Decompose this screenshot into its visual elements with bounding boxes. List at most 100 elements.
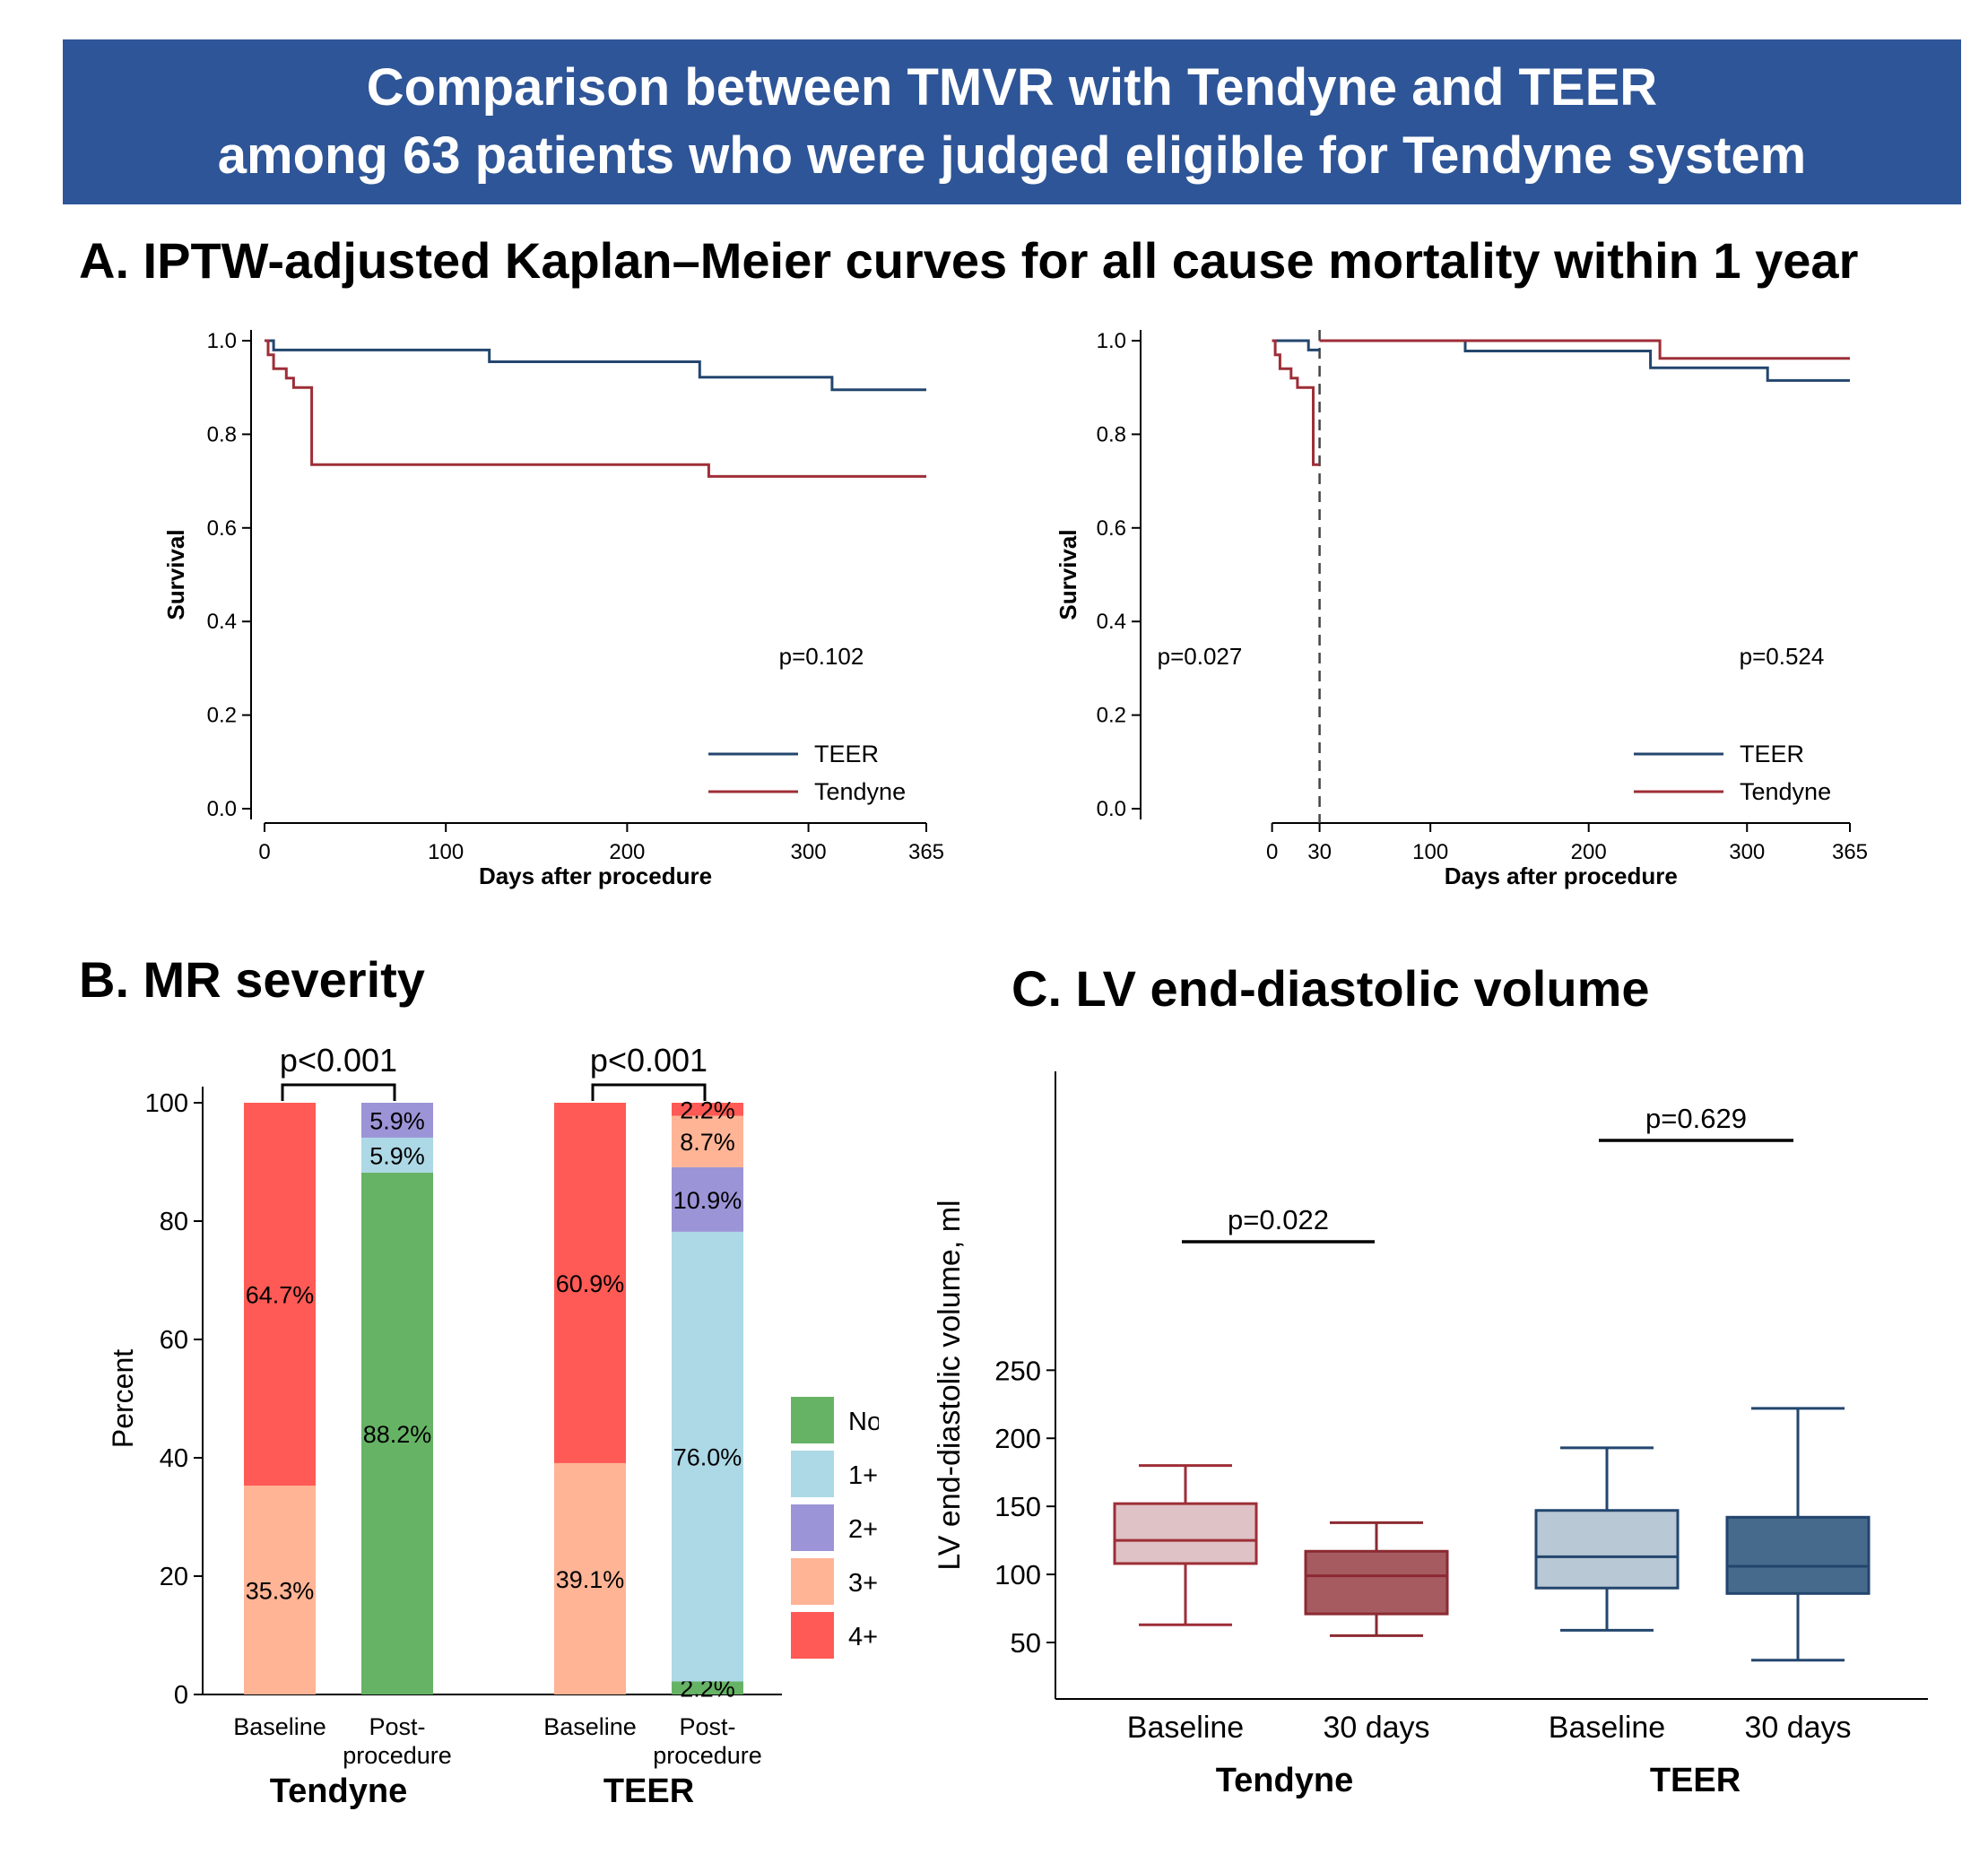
- bar-value-label: 76.0%: [673, 1444, 742, 1471]
- y-tick-label: 100: [145, 1089, 188, 1118]
- y-tick-label: 1.0: [207, 329, 237, 353]
- bar-segment-2+: [361, 1103, 433, 1138]
- legend-swatch: [791, 1558, 834, 1605]
- legend-label: 1+: [848, 1461, 878, 1490]
- x-tick-label: Baseline: [1549, 1711, 1665, 1745]
- x-tick-label: Post-: [369, 1713, 425, 1740]
- x-tick-label: 0: [1266, 840, 1278, 864]
- survival-curve-teer: [1319, 339, 1850, 382]
- y-tick-label: 80: [160, 1208, 188, 1236]
- box-iqr: [1534, 1509, 1680, 1590]
- bar-value-label: 88.2%: [363, 1421, 432, 1448]
- x-tick-label: 30 days: [1744, 1711, 1851, 1745]
- y-tick-label: 0.8: [207, 422, 237, 446]
- bar-segment-3+: [554, 1462, 626, 1694]
- legend-label-teer: TEER: [814, 741, 879, 767]
- survival-curve-tendyne: [1319, 339, 1850, 360]
- p-value: p=0.102: [779, 643, 864, 670]
- y-tick-label: 0.6: [1097, 516, 1126, 541]
- y-tick-label: 0: [174, 1681, 188, 1710]
- significance-bracket: [591, 1083, 707, 1101]
- group-label: TEER: [1650, 1762, 1741, 1799]
- y-axis-label: Survival: [162, 529, 189, 620]
- legend-label-teer: TEER: [1740, 741, 1804, 767]
- survival-curve-tendyne: [1272, 339, 1320, 466]
- x-tick-label: 300: [1729, 840, 1765, 864]
- bar-segment-none: [672, 1681, 743, 1694]
- y-tick-label: 200: [994, 1423, 1041, 1454]
- bar-segment-4+: [554, 1103, 626, 1463]
- y-tick-label: 150: [994, 1491, 1041, 1522]
- group-label: Tendyne: [270, 1772, 407, 1810]
- box-iqr: [1113, 1502, 1258, 1565]
- bar-value-label: 35.3%: [246, 1578, 315, 1605]
- bar-segment-4+: [244, 1103, 316, 1486]
- y-tick-label: 40: [160, 1444, 188, 1473]
- banner-line-1: Comparison between TMVR with Tendyne and…: [366, 58, 1658, 117]
- y-tick-label: 0.2: [207, 704, 237, 728]
- y-tick-label: 0.8: [1097, 422, 1126, 446]
- banner-line-2: among 63 patients who were judged eligib…: [217, 126, 1807, 185]
- bar-value-label: 60.9%: [556, 1270, 625, 1297]
- x-tick-label: 365: [908, 840, 944, 864]
- y-tick-label: 100: [994, 1559, 1041, 1590]
- legend-crop: [879, 1381, 933, 1677]
- x-tick-label: 30: [1307, 840, 1332, 864]
- p-value: p=0.022: [1228, 1204, 1329, 1235]
- legend-swatch: [791, 1451, 834, 1497]
- x-tick-label: procedure: [653, 1742, 762, 1769]
- x-tick-label: 300: [791, 840, 827, 864]
- x-tick-label: procedure: [343, 1742, 452, 1769]
- y-tick-label: 0.6: [207, 516, 237, 541]
- legend-label: 2+: [848, 1515, 878, 1544]
- significance-bracket: [281, 1083, 396, 1101]
- bar-segment-1+: [361, 1137, 433, 1173]
- panel-b-title: B. MR severity: [79, 951, 425, 1008]
- p-value: p<0.001: [590, 1042, 708, 1079]
- y-tick-label: 20: [160, 1563, 188, 1591]
- box-iqr: [1725, 1515, 1871, 1595]
- y-tick-label: 50: [1011, 1627, 1041, 1659]
- x-tick-label: 0: [258, 840, 270, 864]
- survival-curve-teer: [265, 339, 926, 392]
- y-axis-label: LV end-diastolic volume, ml: [933, 1200, 967, 1570]
- bar-value-label: 8.7%: [680, 1129, 735, 1156]
- legend-label-tendyne: Tendyne: [814, 778, 906, 805]
- x-tick-label: 365: [1832, 840, 1868, 864]
- x-tick-label: 100: [428, 840, 464, 864]
- y-tick-label: 250: [994, 1355, 1041, 1386]
- legend-label: 3+: [848, 1569, 878, 1598]
- x-axis-label: Days after procedure: [479, 862, 712, 889]
- y-axis-label: Survival: [1055, 529, 1081, 620]
- group-label: TEER: [603, 1772, 694, 1810]
- legend-swatch: [791, 1504, 834, 1551]
- bar-value-label: 2.2%: [680, 1096, 735, 1123]
- y-axis-label: Percent: [107, 1349, 139, 1448]
- survival-curve-teer: [1272, 339, 1320, 351]
- group-label: Tendyne: [1216, 1762, 1353, 1799]
- bar-value-label: 5.9%: [369, 1142, 425, 1169]
- y-tick-label: 0.4: [1097, 610, 1126, 634]
- x-tick-label: Baseline: [1127, 1711, 1244, 1745]
- y-tick-label: 0.2: [1097, 704, 1126, 728]
- bar-segment-4+: [672, 1103, 743, 1116]
- x-tick-label: Baseline: [233, 1713, 326, 1740]
- bar-segment-none: [361, 1172, 433, 1694]
- x-tick-label: 30 days: [1323, 1711, 1429, 1745]
- legend-label-tendyne: Tendyne: [1740, 778, 1831, 805]
- x-tick-label: Baseline: [543, 1713, 637, 1740]
- bar-value-label: 10.9%: [673, 1187, 742, 1214]
- x-tick-label: 100: [1412, 840, 1448, 864]
- box-iqr: [1304, 1549, 1449, 1616]
- y-tick-label: 0.4: [207, 610, 237, 634]
- legend-swatch: [791, 1397, 834, 1443]
- p-value: p=0.524: [1740, 643, 1825, 670]
- y-tick-label: 0.0: [1097, 797, 1126, 821]
- bar-value-label: 5.9%: [369, 1107, 425, 1134]
- p-value: p=0.629: [1645, 1103, 1747, 1134]
- x-tick-label: Post-: [679, 1713, 735, 1740]
- y-tick-label: 1.0: [1097, 329, 1126, 353]
- bar-value-label: 64.7%: [246, 1282, 315, 1309]
- bar-segment-1+: [672, 1231, 743, 1682]
